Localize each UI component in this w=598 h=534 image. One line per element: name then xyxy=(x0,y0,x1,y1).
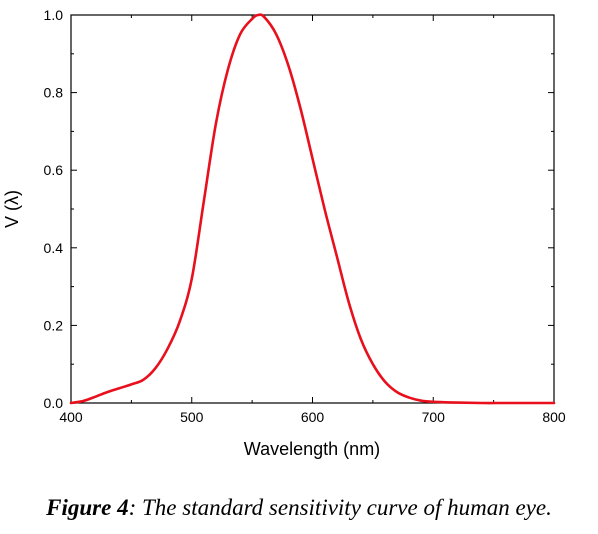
tick-labels: 400 500 600 700 800 0.0 0.2 0.4 0.6 0.8 1.0 xyxy=(44,7,566,425)
plot-frame xyxy=(70,14,555,404)
y-tick-label: 1.0 xyxy=(44,7,64,23)
x-axis-title: Wavelength (nm) xyxy=(244,439,380,459)
axis-ticks xyxy=(70,14,555,404)
figure-caption-text: : The standard sensitivity curve of huma… xyxy=(128,495,552,520)
sensitivity-chart: 400 500 600 700 800 0.0 0.2 0.4 0.6 0.8 1.0 Wavele… xyxy=(2,7,566,459)
figure-label: Figure 4 xyxy=(46,495,129,520)
y-tick-label: 0.8 xyxy=(44,85,64,101)
x-tick-label: 700 xyxy=(422,409,446,425)
y-tick-label: 0.4 xyxy=(44,240,64,256)
y-tick-label: 0.0 xyxy=(44,395,64,411)
x-tick-label: 800 xyxy=(542,409,566,425)
series-points xyxy=(70,14,555,404)
x-tick-label: 600 xyxy=(301,409,325,425)
y-tick-label: 0.6 xyxy=(44,162,64,178)
y-axis-title: V (λ) xyxy=(2,190,22,228)
series-line xyxy=(69,13,556,405)
figure-caption: Figure 4: The standard sensitivity curve… xyxy=(0,495,598,521)
x-tick-label: 400 xyxy=(59,409,83,425)
x-tick-label: 500 xyxy=(180,409,204,425)
y-tick-label: 0.2 xyxy=(44,317,64,333)
